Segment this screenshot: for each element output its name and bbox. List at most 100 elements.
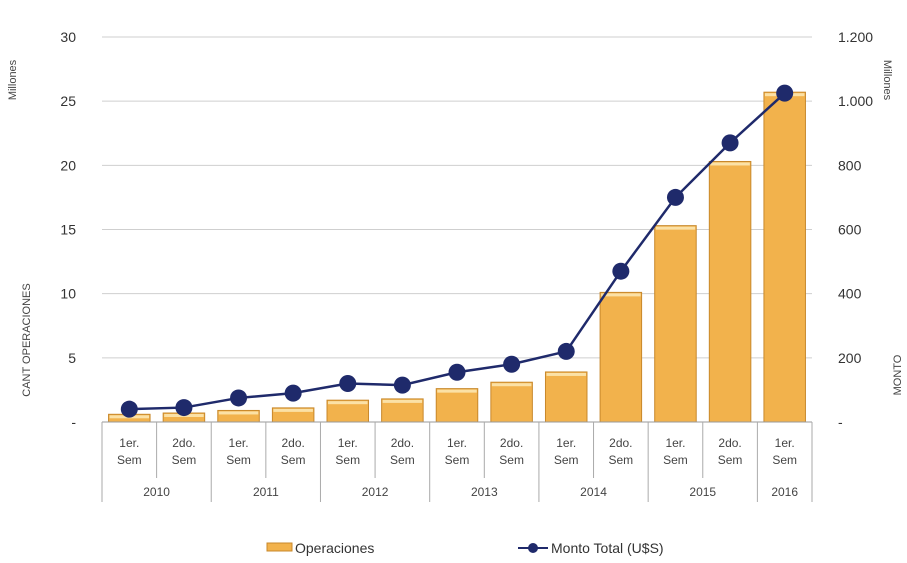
- line-point: [120, 400, 138, 418]
- bar: [763, 91, 806, 423]
- legend-label-operaciones: Operaciones: [295, 540, 374, 556]
- x-group-label: 2013: [471, 485, 498, 499]
- y-tick-label-left: 10: [60, 286, 76, 302]
- y-tick-label-left: 20: [60, 157, 76, 173]
- grid-lines: [102, 36, 812, 423]
- bar-highlight: [437, 389, 477, 393]
- line-point: [557, 342, 575, 360]
- x-tick-label: 1er. Sem: [117, 436, 142, 467]
- y-axis-unit-left: Millones: [7, 59, 19, 100]
- x-tick-label-line: 2do.: [718, 436, 741, 450]
- y-tick-label-right: -: [838, 414, 843, 430]
- y-tick-label-right: 200: [838, 350, 862, 366]
- x-tick-label-line: 1er.: [665, 436, 685, 450]
- bar-highlight: [601, 293, 641, 297]
- x-tick-label-line: Sem: [718, 453, 743, 467]
- x-tick-label-line: 2do.: [172, 436, 195, 450]
- y-axis-left: - 5 10 15 20 25 30: [60, 29, 76, 430]
- bar: [544, 371, 588, 423]
- x-tick-label-line: 2do.: [500, 436, 523, 450]
- x-tick-label: 2do. Sem: [609, 436, 634, 467]
- x-axis: 1er. Sem 2do. Sem 1er. Sem 2do. Sem 1er. Sem 2do. S…: [101, 421, 813, 502]
- line-point: [721, 134, 739, 152]
- legend-item-monto-total: Monto Total (U$S): [518, 540, 664, 556]
- legend-label-monto-total: Monto Total (U$S): [551, 540, 664, 556]
- y-tick-label-left: 25: [60, 93, 76, 109]
- line-point: [393, 376, 411, 394]
- x-group-label: 2016: [771, 485, 798, 499]
- bar-highlight: [382, 399, 423, 403]
- line-point: [503, 355, 521, 373]
- x-tick-label-line: Sem: [554, 453, 579, 467]
- x-tick-label-line: 1er.: [338, 436, 358, 450]
- bar-highlight: [218, 411, 259, 415]
- y-axis-title-left: CANT OPERACIONES: [21, 283, 33, 397]
- y-tick-label-right: 400: [838, 286, 862, 302]
- y-tick-label-left: 30: [60, 29, 76, 45]
- x-group-label: 2012: [362, 485, 389, 499]
- y-axis-unit-right: Millones: [881, 60, 893, 101]
- bar-highlight: [710, 162, 750, 166]
- x-tick-label-line: Sem: [609, 453, 634, 467]
- x-group-label: 2011: [253, 485, 279, 499]
- y-axis-right: - 200 400 600 800 1.000 1.200: [838, 29, 873, 430]
- y-tick-label-right: 1.000: [838, 93, 873, 109]
- bar: [654, 225, 697, 423]
- y-tick-label-right: 600: [838, 222, 862, 238]
- line-point: [666, 188, 684, 206]
- bar-highlight: [655, 226, 696, 230]
- bar-series: [108, 91, 806, 423]
- line-point: [284, 384, 302, 402]
- x-tick-label-line: 1er.: [229, 436, 249, 450]
- x-tick-label: 1er. Sem: [445, 436, 470, 467]
- x-tick-label: 1er. Sem: [772, 436, 797, 467]
- x-tick-label-line: Sem: [663, 453, 688, 467]
- x-tick-label: 2do. Sem: [172, 436, 197, 467]
- x-tick-label-line: 1er.: [556, 436, 576, 450]
- x-tick-label-line: 2do.: [281, 436, 304, 450]
- bar-highlight: [546, 372, 586, 376]
- x-tick-label-line: Sem: [390, 453, 415, 467]
- x-group-label: 2010: [143, 485, 170, 499]
- x-group-label: 2015: [689, 485, 716, 499]
- x-tick-label: 2do. Sem: [499, 436, 524, 467]
- y-tick-label-right: 800: [838, 157, 862, 173]
- x-tick-label: 2do. Sem: [281, 436, 306, 467]
- bar: [490, 381, 533, 423]
- line-point: [448, 363, 466, 381]
- bar: [435, 388, 479, 423]
- y-tick-label-right: 1.200: [838, 29, 873, 45]
- x-group-label: 2014: [580, 485, 607, 499]
- bar-highlight: [491, 383, 532, 387]
- y-tick-label-left: 5: [68, 350, 76, 366]
- x-tick-label-line: 1er.: [775, 436, 795, 450]
- legend-marker-monto-total: [528, 543, 538, 553]
- line-point: [612, 262, 630, 280]
- x-tick-label: 2do. Sem: [390, 436, 415, 467]
- x-tick-label-line: Sem: [499, 453, 524, 467]
- x-tick-label-line: Sem: [117, 453, 142, 467]
- x-tick-label: 2do. Sem: [718, 436, 743, 467]
- line-series: [120, 84, 794, 418]
- bar: [708, 160, 752, 423]
- bar-highlight: [273, 408, 313, 412]
- x-tick-label-line: Sem: [445, 453, 470, 467]
- x-tick-label-line: Sem: [335, 453, 360, 467]
- x-tick-label-line: 1er.: [447, 436, 467, 450]
- line-point: [339, 375, 357, 392]
- x-tick-label-line: 2do.: [609, 436, 632, 450]
- x-tick-label: 1er. Sem: [335, 436, 360, 467]
- bar-highlight: [328, 401, 368, 405]
- legend-item-operaciones: Operaciones: [266, 540, 374, 556]
- legend: Operaciones Monto Total (U$S): [266, 540, 664, 556]
- x-tick-label-line: 1er.: [119, 436, 139, 450]
- x-tick-label-line: Sem: [226, 453, 251, 467]
- line-point: [776, 84, 794, 102]
- y-tick-label-left: 15: [60, 222, 76, 238]
- y-tick-label-left: -: [71, 414, 76, 430]
- x-tick-label-line: Sem: [172, 453, 197, 467]
- x-tick-label-line: Sem: [772, 453, 797, 467]
- y-axis-title-right: MONTO: [892, 354, 904, 395]
- x-tick-label: 1er. Sem: [663, 436, 688, 467]
